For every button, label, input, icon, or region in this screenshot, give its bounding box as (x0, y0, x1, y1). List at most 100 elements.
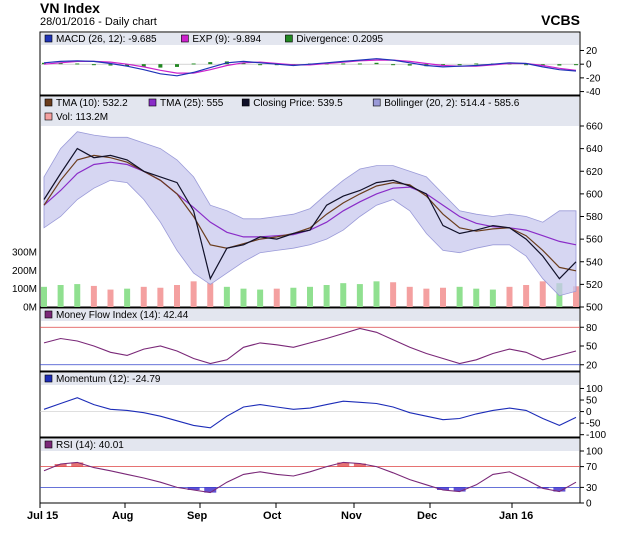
divergence-bar (58, 62, 63, 65)
volume-bar (539, 281, 546, 307)
divergence-bar (441, 64, 445, 66)
price-y-tick-label: 620 (586, 167, 603, 178)
price-y-tick-label: 640 (586, 144, 603, 155)
divergence-bar (374, 62, 379, 65)
mfi-legend-label: Money Flow Index (14): 42.44 (56, 310, 189, 321)
chart-subtitle: 28/01/2016 - Daily chart (40, 16, 157, 28)
volume-bar (406, 286, 413, 307)
volume-bar (140, 286, 147, 307)
divergence-bar (158, 64, 163, 68)
divergence-bar (457, 64, 462, 66)
rsi-overbought-fill (54, 464, 67, 467)
price-legend-swatch (372, 98, 381, 107)
rsi-oversold-fill (204, 487, 217, 493)
mfi-line (43, 327, 577, 365)
mfi-legend-swatch (44, 310, 53, 319)
volume-bar (440, 287, 446, 307)
divergence-bar (91, 64, 96, 66)
momentum-y-tick-label: -100 (586, 430, 606, 441)
macd-legend-swatch (181, 34, 189, 43)
price-legend-bg (41, 97, 579, 126)
volume-bar (423, 288, 430, 307)
divergence-bar (258, 64, 263, 66)
volume-tick-label: 300M (12, 248, 37, 259)
momentum-line (43, 397, 577, 429)
price-legend-label: TMA (25): 555 (160, 98, 224, 109)
price-y-tick-label: 580 (586, 212, 603, 223)
volume-bar (489, 289, 496, 307)
divergence-bar (208, 62, 213, 65)
divergence-bar (574, 64, 578, 66)
volume-tick-label: 0M (23, 303, 37, 314)
macd-y-tick-label: -40 (586, 87, 601, 98)
price-legend-swatch (44, 98, 53, 107)
macd-legend-label: EXP (9): -9.894 (192, 34, 261, 45)
divergence-bar (125, 64, 130, 67)
price-y-tick-label: 660 (586, 122, 603, 133)
closing-price-line (43, 147, 577, 281)
price-y-tick-label: 540 (586, 257, 603, 268)
macd-y-tick-label: -20 (586, 73, 601, 84)
x-tick-label: Jul 15 (27, 510, 58, 522)
rsi-y-tick-label: 100 (586, 447, 603, 458)
volume-bar (356, 284, 363, 307)
rsi-legend-label: RSI (14): 40.01 (56, 440, 124, 451)
volume-bar (523, 285, 530, 307)
macd-y-tick-label: 20 (586, 46, 598, 57)
momentum-legend-label: Momentum (12): -24.79 (56, 374, 161, 385)
divergence-bar (175, 64, 179, 67)
price-legend-swatch (241, 98, 250, 107)
price-legend-swatch (44, 112, 53, 121)
volume-bar (290, 287, 297, 307)
volume-bar (473, 288, 480, 307)
rsi-y-tick-label: 30 (586, 483, 598, 494)
rsi-line (43, 461, 577, 494)
volume-bar (74, 284, 81, 307)
volume-bar (307, 286, 313, 307)
rsi-overbought-fill (353, 463, 366, 467)
volume-tick-label: 100M (12, 284, 37, 295)
macd-legend-label: Divergence: 0.2095 (296, 34, 383, 45)
price-legend-label: Vol: 113.2M (56, 112, 108, 123)
rsi-y-tick-label: 0 (586, 499, 592, 510)
mfi-y-tick-label: 50 (586, 342, 598, 353)
rsi-oversold-fill (453, 487, 466, 492)
exp-line (43, 59, 577, 74)
macd-legend-swatch (44, 34, 53, 43)
momentum-y-tick-label: -50 (586, 419, 601, 430)
price-legend-label: TMA (10): 532.2 (56, 98, 128, 109)
divergence-bar (108, 64, 113, 66)
x-tick-label: Aug (112, 510, 133, 522)
momentum-y-tick-label: 0 (586, 407, 592, 418)
chart-title: VN Index (40, 0, 100, 16)
momentum-y-tick-label: 50 (586, 396, 598, 407)
macd-legend-swatch (285, 34, 293, 43)
momentum-y-tick-label: 100 (586, 384, 603, 395)
price-legend-label: Closing Price: 539.5 (253, 98, 343, 109)
divergence-bar (241, 62, 246, 65)
brand-label: VCBS (541, 12, 580, 28)
mfi-y-tick-label: 20 (586, 360, 598, 371)
divergence-bar (474, 63, 479, 65)
volume-bar (257, 289, 264, 307)
volume-bar (124, 288, 131, 307)
price-panel-frame (39, 95, 581, 308)
rsi-oversold-fill (437, 487, 449, 490)
bollinger-band (43, 131, 577, 297)
volume-bar (157, 287, 164, 307)
price-y-tick-label: 560 (586, 235, 603, 246)
divergence-bar (391, 64, 396, 66)
price-legend-swatch (148, 98, 157, 107)
volume-bar (373, 281, 380, 307)
volume-bar (107, 289, 114, 307)
volume-bar (190, 281, 197, 307)
volume-bar (340, 283, 347, 307)
macd-legend-label: MACD (26, 12): -9.685 (56, 34, 157, 45)
rsi-oversold-fill (187, 487, 200, 490)
divergence-bar (42, 62, 46, 65)
volume-bar (323, 285, 330, 307)
macd-y-tick-label: 0 (586, 60, 592, 71)
divergence-bar (524, 64, 529, 66)
